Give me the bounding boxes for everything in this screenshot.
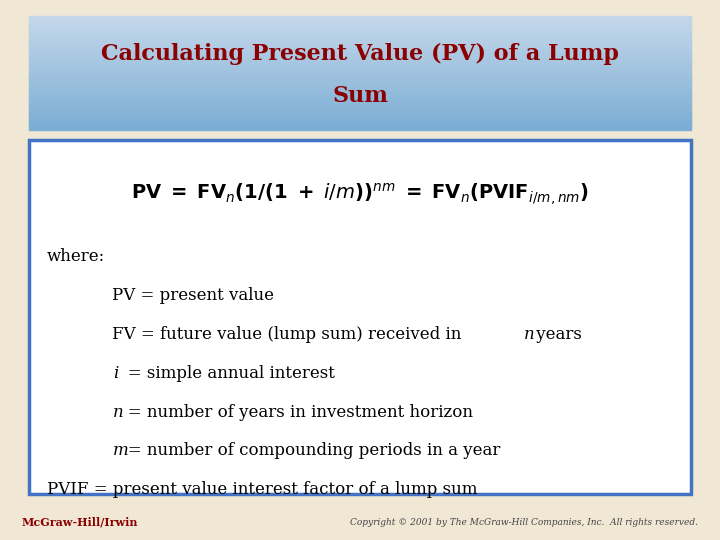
Bar <box>29 78 691 80</box>
Text: = number of years in investment horizon: = number of years in investment horizon <box>112 403 472 421</box>
Bar <box>29 102 691 104</box>
Bar <box>29 122 691 124</box>
Bar <box>29 85 691 87</box>
Bar <box>29 98 691 100</box>
Bar <box>29 67 691 69</box>
Bar <box>29 64 691 66</box>
Bar <box>29 109 691 111</box>
Bar <box>29 92 691 94</box>
Bar <box>29 95 691 97</box>
Bar <box>29 58 691 60</box>
Bar <box>29 113 691 116</box>
Bar <box>29 57 691 59</box>
Bar <box>29 27 691 29</box>
Text: where:: where: <box>47 248 105 265</box>
Text: years: years <box>531 326 582 343</box>
Bar <box>29 29 691 30</box>
Bar <box>29 24 691 26</box>
FancyBboxPatch shape <box>29 140 691 494</box>
Bar <box>29 71 691 73</box>
Bar <box>29 50 691 52</box>
Bar <box>29 88 691 90</box>
Bar <box>29 111 691 113</box>
Bar <box>29 91 691 93</box>
Bar <box>29 59 691 62</box>
Bar <box>29 81 691 83</box>
Bar <box>29 40 691 42</box>
Bar <box>29 118 691 120</box>
Text: = number of compounding periods in a year: = number of compounding periods in a yea… <box>112 442 500 460</box>
Bar <box>29 75 691 77</box>
Bar <box>29 89 691 91</box>
Bar <box>29 70 691 71</box>
Bar <box>29 127 691 130</box>
Text: n: n <box>524 326 535 343</box>
Bar <box>29 126 691 128</box>
Bar <box>29 30 691 32</box>
Bar <box>29 34 691 36</box>
Text: m: m <box>113 442 129 460</box>
Bar <box>29 106 691 109</box>
Bar <box>29 63 691 64</box>
Bar <box>29 120 691 123</box>
Bar <box>29 51 691 53</box>
Text: n: n <box>113 403 124 421</box>
Text: PV = present value: PV = present value <box>112 287 274 304</box>
Bar <box>29 23 691 25</box>
Bar <box>29 25 691 28</box>
Bar <box>29 16 691 18</box>
Bar <box>29 100 691 103</box>
Bar <box>29 93 691 96</box>
Bar <box>29 116 691 118</box>
Bar <box>29 77 691 78</box>
Bar <box>29 44 691 46</box>
Bar <box>29 56 691 57</box>
Bar <box>29 32 691 35</box>
Bar <box>29 31 691 33</box>
Text: McGraw-Hill/Irwin: McGraw-Hill/Irwin <box>22 517 138 528</box>
Bar <box>29 79 691 82</box>
Bar <box>29 17 691 19</box>
Bar <box>29 68 691 70</box>
Bar <box>29 105 691 107</box>
Bar <box>29 86 691 89</box>
Bar <box>29 41 691 43</box>
Bar <box>29 82 691 84</box>
Bar <box>29 115 691 117</box>
Bar <box>29 104 691 105</box>
Bar <box>29 45 691 48</box>
Bar <box>29 125 691 127</box>
Text: PVIF = present value interest factor of a lump sum: PVIF = present value interest factor of … <box>47 481 477 498</box>
Text: Copyright © 2001 by The McGraw-Hill Companies, Inc.  All rights reserved.: Copyright © 2001 by The McGraw-Hill Comp… <box>351 518 698 526</box>
Bar <box>29 52 691 55</box>
Text: = simple annual interest: = simple annual interest <box>112 364 335 382</box>
Bar <box>29 72 691 75</box>
Bar <box>29 47 691 49</box>
Bar <box>29 112 691 114</box>
Bar <box>29 61 691 63</box>
Bar <box>29 99 691 102</box>
Text: Sum: Sum <box>332 85 388 106</box>
Bar <box>29 22 691 23</box>
Bar <box>29 48 691 50</box>
Bar <box>29 84 691 86</box>
Text: i: i <box>113 364 118 382</box>
Text: FV = future value (lump sum) received in: FV = future value (lump sum) received in <box>112 326 467 343</box>
Bar <box>29 38 691 40</box>
Bar <box>29 18 691 21</box>
Bar <box>29 124 691 125</box>
Bar <box>29 74 691 76</box>
Bar <box>29 36 691 37</box>
Bar <box>29 20 691 22</box>
Bar <box>29 43 691 45</box>
Text: $\mathbf{PV\ =\ FV}_{\mathbf{\mathit{n}}}\mathbf{(1/(1\ +\ }\mathit{i/m}\mathbf{: $\mathbf{PV\ =\ FV}_{\mathbf{\mathit{n}}… <box>131 181 589 207</box>
Bar <box>29 119 691 121</box>
Bar <box>29 37 691 39</box>
Text: Calculating Present Value (PV) of a Lump: Calculating Present Value (PV) of a Lump <box>101 43 619 65</box>
Bar <box>29 108 691 110</box>
Bar <box>29 65 691 68</box>
Bar <box>29 97 691 98</box>
Bar <box>29 54 691 56</box>
